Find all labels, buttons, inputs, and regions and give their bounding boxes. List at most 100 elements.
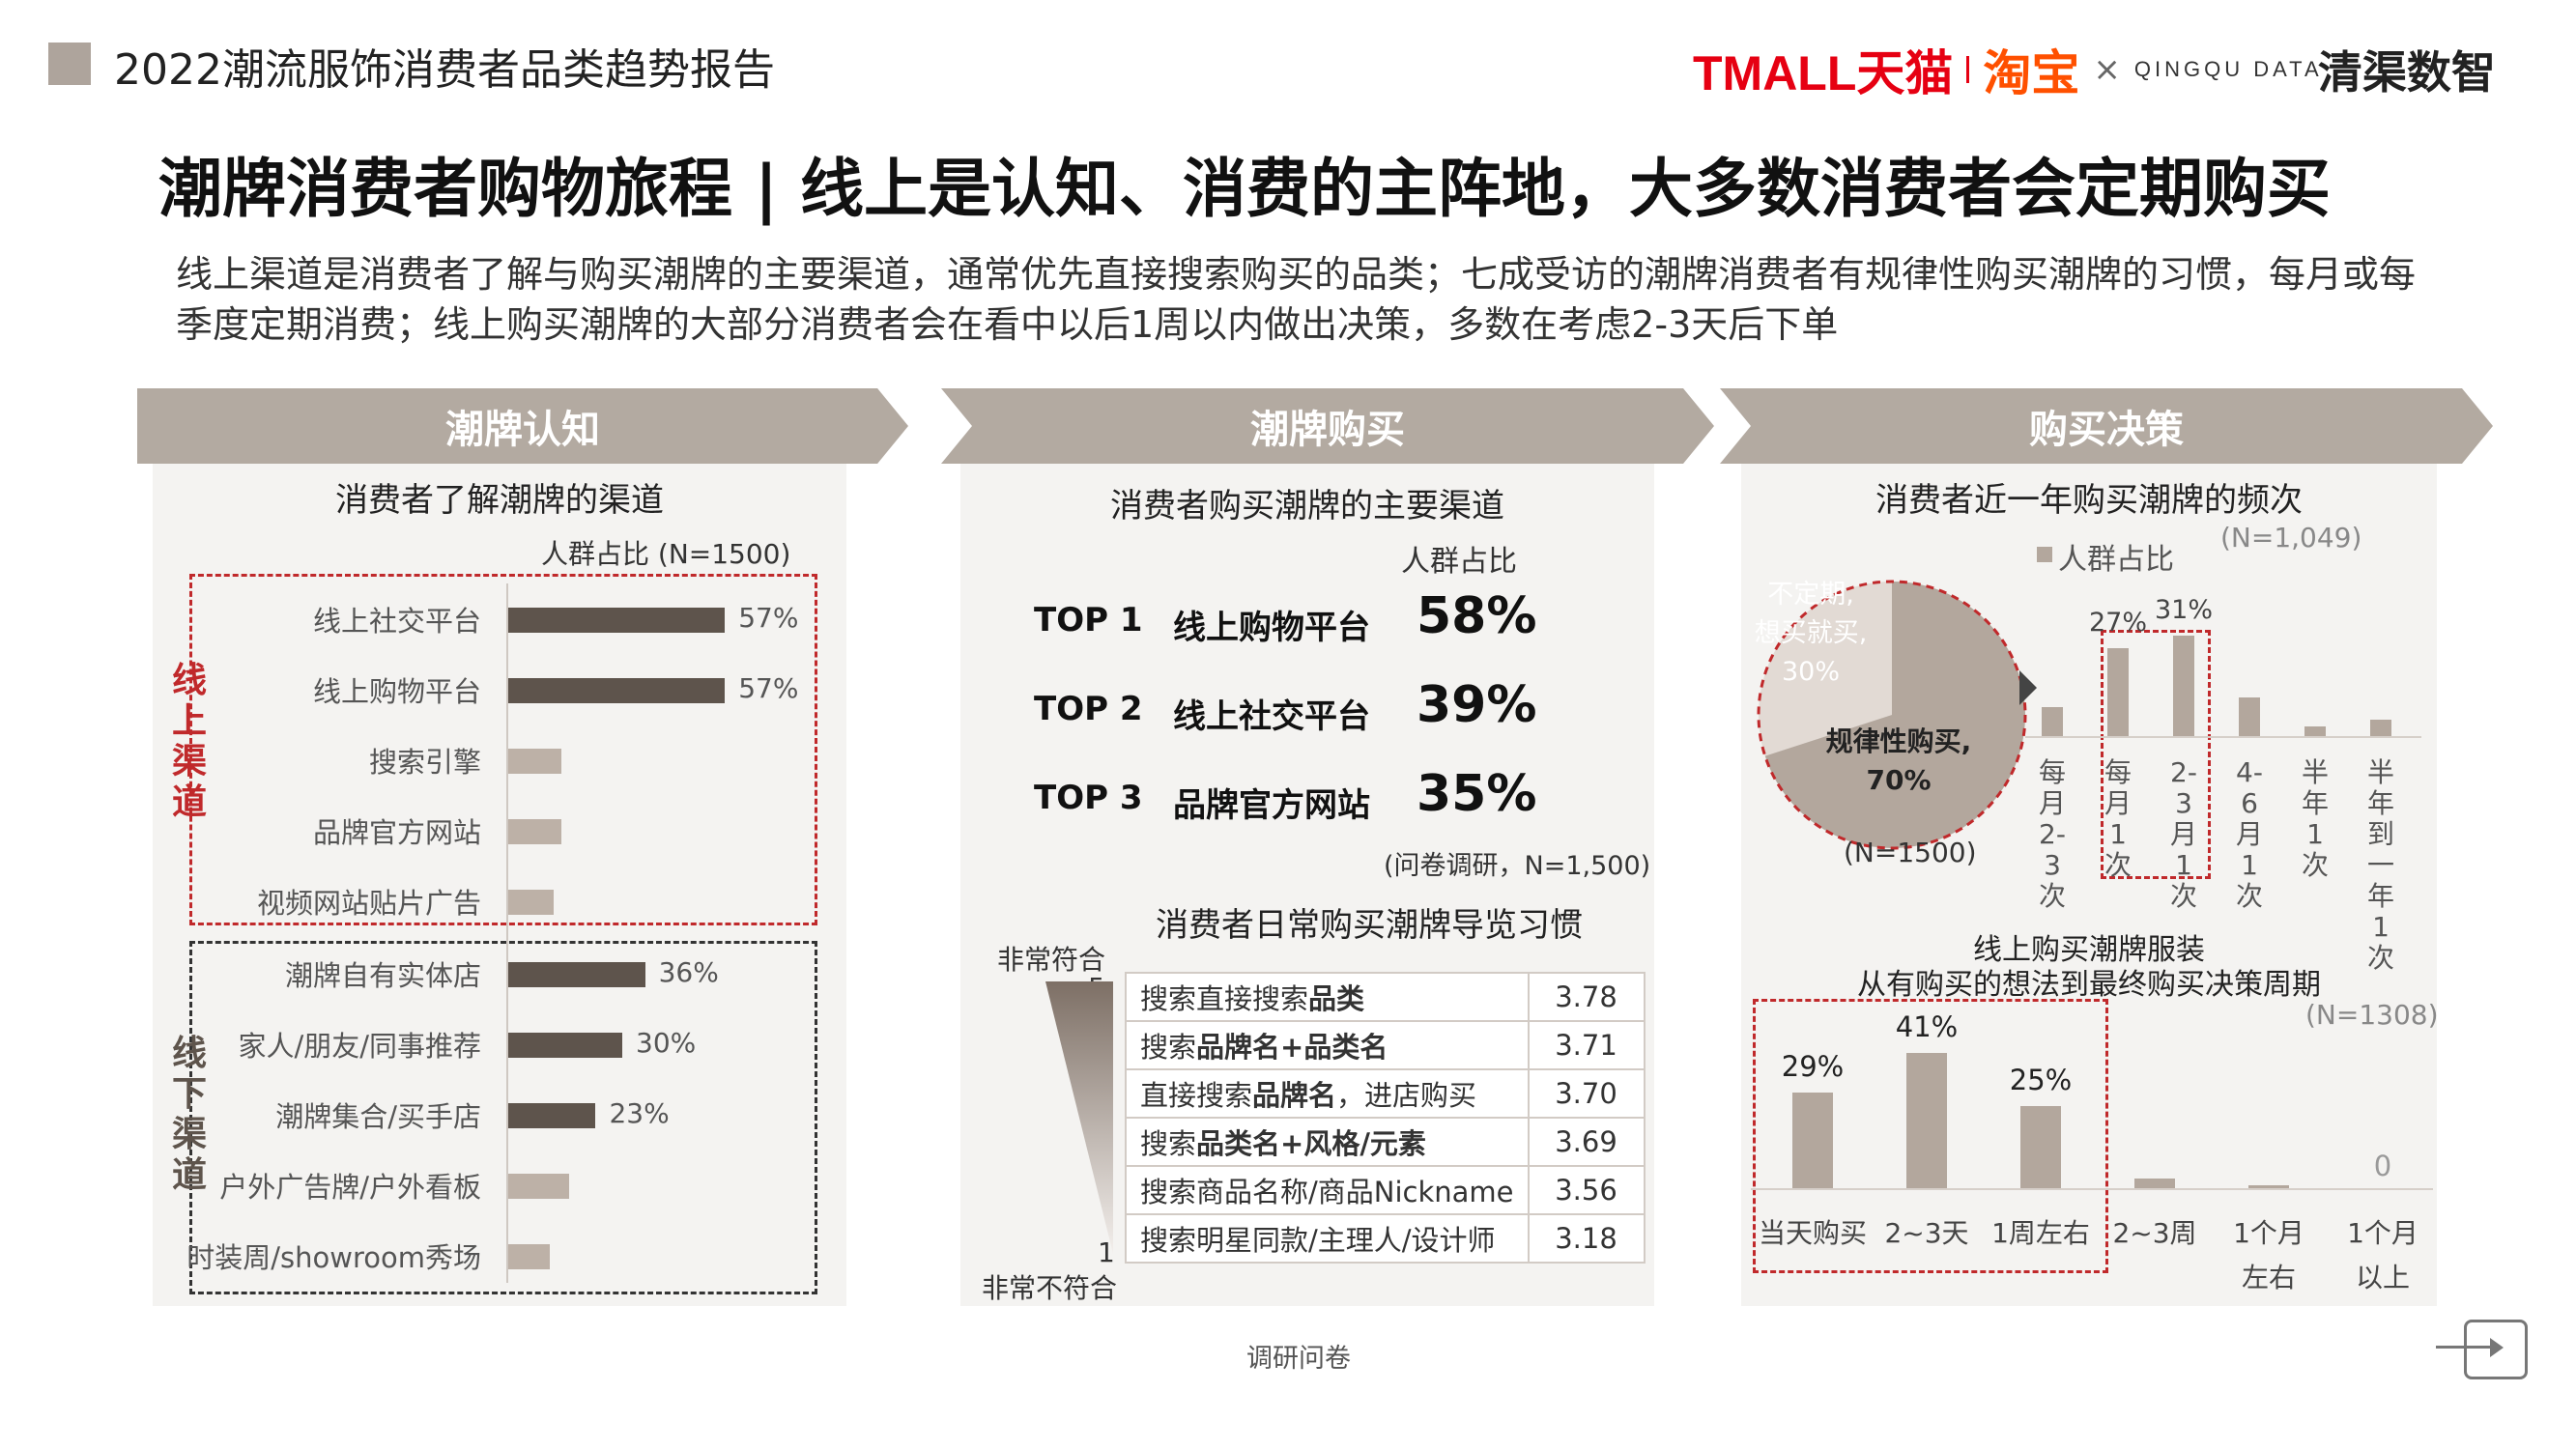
bar — [2304, 725, 2326, 736]
pie-label-line: 不定期, — [1767, 580, 1854, 610]
habit-label: 搜索商品名称/商品Nickname — [1125, 1165, 1530, 1215]
bar — [1792, 1092, 1833, 1188]
bar — [2248, 1184, 2289, 1188]
purchase-col-header: 人群占比 — [1401, 545, 1517, 579]
online-group-label: 线上渠道 — [171, 661, 207, 822]
table-row: 搜索品牌名+品类名 3.71 — [1125, 1020, 1646, 1070]
pie-slice-regular — [1764, 582, 2025, 848]
x-tick-label: 1个月 左右 — [2211, 1211, 2327, 1300]
habit-title: 消费者日常购买潮牌导览习惯 — [1156, 906, 1583, 945]
table-row: 搜索品类名+风格/元素 3.69 — [1125, 1117, 1646, 1167]
decision-highlight-box — [1753, 999, 2108, 1273]
offline-group-label: 线下渠道 — [171, 1034, 207, 1195]
axis-line — [506, 583, 508, 1283]
bar-label: 线上购物平台 — [312, 675, 481, 708]
x-tick-label: 1个月 以上 — [2325, 1211, 2441, 1300]
logo-divider — [1966, 56, 1970, 83]
x-tick-label: 2-3 月 1 次 — [2164, 757, 2203, 912]
x-tick-glyph: 月 — [2104, 787, 2132, 819]
habit-text: 直接搜索 — [1140, 1079, 1253, 1112]
frequency-title: 消费者近一年购买潮牌的频次 — [1875, 481, 2303, 520]
x-tick-glyph: 年 — [2366, 880, 2394, 912]
habit-text: 搜索明星同款/主理人/设计师 — [1140, 1224, 1496, 1257]
bar — [508, 1033, 622, 1058]
decision-n: (N=1308) — [2305, 999, 2439, 1031]
x-tick-label: 2~3周 — [2097, 1211, 2213, 1256]
bar — [2107, 648, 2129, 736]
x-tick-glyph: 1 — [2175, 849, 2192, 881]
x-tick-glyph: 每 — [2038, 756, 2066, 788]
x-tick-glyph: 月 — [2169, 818, 2197, 850]
table-row: 直接搜索品牌名，进店购买 3.70 — [1125, 1068, 1646, 1119]
awareness-chart-title: 消费者了解潮牌的渠道 — [335, 481, 664, 520]
baseline — [1751, 1188, 2433, 1190]
section-title: 潮牌认知 — [445, 408, 600, 452]
data-label: 31% — [2155, 595, 2214, 625]
frequency-n: (N=1,049) — [2220, 522, 2362, 554]
section-title: 潮牌购买 — [1250, 408, 1405, 452]
bar-label: 视频网站贴片广告 — [256, 887, 481, 920]
decision-title-2: 从有购买的想法到最终购买决策周期 — [1857, 968, 2321, 1002]
scale-top-label: 非常符合 — [997, 944, 1106, 976]
pie-outline — [1757, 580, 2027, 850]
x-tick-label: 当天购买 — [1755, 1211, 1871, 1256]
bar — [508, 1174, 569, 1199]
chevron-right-icon — [2019, 670, 2037, 705]
data-label: 27% — [2089, 608, 2148, 639]
pie-label-regular: 规律性购买, 70% — [1807, 723, 1990, 800]
bar-label: 户外广告牌/户外看板 — [219, 1171, 481, 1204]
pie-n: (N=1500) — [1844, 837, 1977, 868]
habit-bold: 品类 — [1308, 982, 1365, 1015]
x-tick-glyph: 每 — [2104, 756, 2132, 788]
top1-rank: TOP 1 — [1034, 601, 1143, 639]
x-tick-label: 1周左右 — [1983, 1211, 2099, 1256]
habit-text: 搜索 — [1140, 1031, 1197, 1064]
bar-label: 时装周/showroom秀场 — [186, 1241, 481, 1274]
top2-pct: 39% — [1417, 676, 1537, 734]
top3-pct: 35% — [1417, 765, 1537, 823]
next-page-button[interactable] — [2436, 1320, 2528, 1379]
x-tick-glyph: 4-6 — [2236, 756, 2263, 819]
x-tick-label: 每月 2-3 次 — [2033, 757, 2072, 912]
habit-text: 搜索 — [1140, 1127, 1197, 1160]
section-title: 购买决策 — [2029, 408, 2184, 452]
bar — [508, 819, 562, 844]
x-tick-glyph: 次 — [2301, 849, 2329, 881]
x-tick-glyph: 年 — [2301, 787, 2329, 819]
x-tick-glyph: 次 — [2235, 880, 2263, 912]
x-tick-glyph: 2-3 — [2039, 818, 2066, 881]
habit-label: 搜索明星同款/主理人/设计师 — [1125, 1213, 1530, 1264]
arrow-head — [2490, 1338, 2504, 1357]
habit-label: 直接搜索品牌名，进店购买 — [1125, 1068, 1530, 1119]
x-tick-line: 1周左右 — [1991, 1217, 2090, 1249]
intro-text: 线上渠道是消费者了解与购买潮牌的主要渠道，通常优先直接搜索购买的品类；七成受访的… — [176, 253, 2417, 346]
report-title: 2022潮流服饰消费者品类趋势报告 — [114, 45, 775, 95]
top3-channel: 品牌官方网站 — [1173, 786, 1370, 825]
data-label: 29% — [1781, 1049, 1845, 1083]
top1-channel: 线上购物平台 — [1173, 609, 1370, 647]
bar — [508, 608, 726, 633]
bar — [508, 678, 726, 703]
partner-logos: TMALL天猫 淘宝 × QINGQU DATA清渠数智 — [1693, 35, 2496, 101]
bar — [2134, 1178, 2175, 1188]
habit-score: 3.18 — [1527, 1213, 1646, 1264]
top3-rank: TOP 3 — [1034, 779, 1143, 817]
bar — [2173, 636, 2194, 736]
habit-score: 3.69 — [1527, 1117, 1646, 1167]
habit-label: 搜索品牌名+品类名 — [1125, 1020, 1530, 1070]
x-tick-glyph: 2-3 — [2170, 756, 2197, 819]
bar — [2020, 1105, 2061, 1188]
logo-times: × — [2093, 50, 2121, 89]
section-banner-awareness: 潮牌认知 — [137, 388, 908, 464]
data-label: 41% — [1895, 1010, 1959, 1043]
bar — [508, 962, 645, 987]
bar-label: 家人/朋友/同事推荐 — [238, 1030, 481, 1063]
x-tick-line: 2~3周 — [2112, 1217, 2197, 1249]
purchase-note: (问卷调研，N=1,500) — [1384, 851, 1651, 881]
pie-label-line: 想买就买, — [1754, 618, 1868, 648]
x-tick-glyph: 次 — [2366, 942, 2394, 974]
x-tick-line: 以上 — [2355, 1262, 2410, 1293]
source-note: 调研问卷 — [1246, 1344, 1351, 1374]
pie-label-irregular: 不定期, 想买就买, 30% — [1753, 576, 1869, 692]
